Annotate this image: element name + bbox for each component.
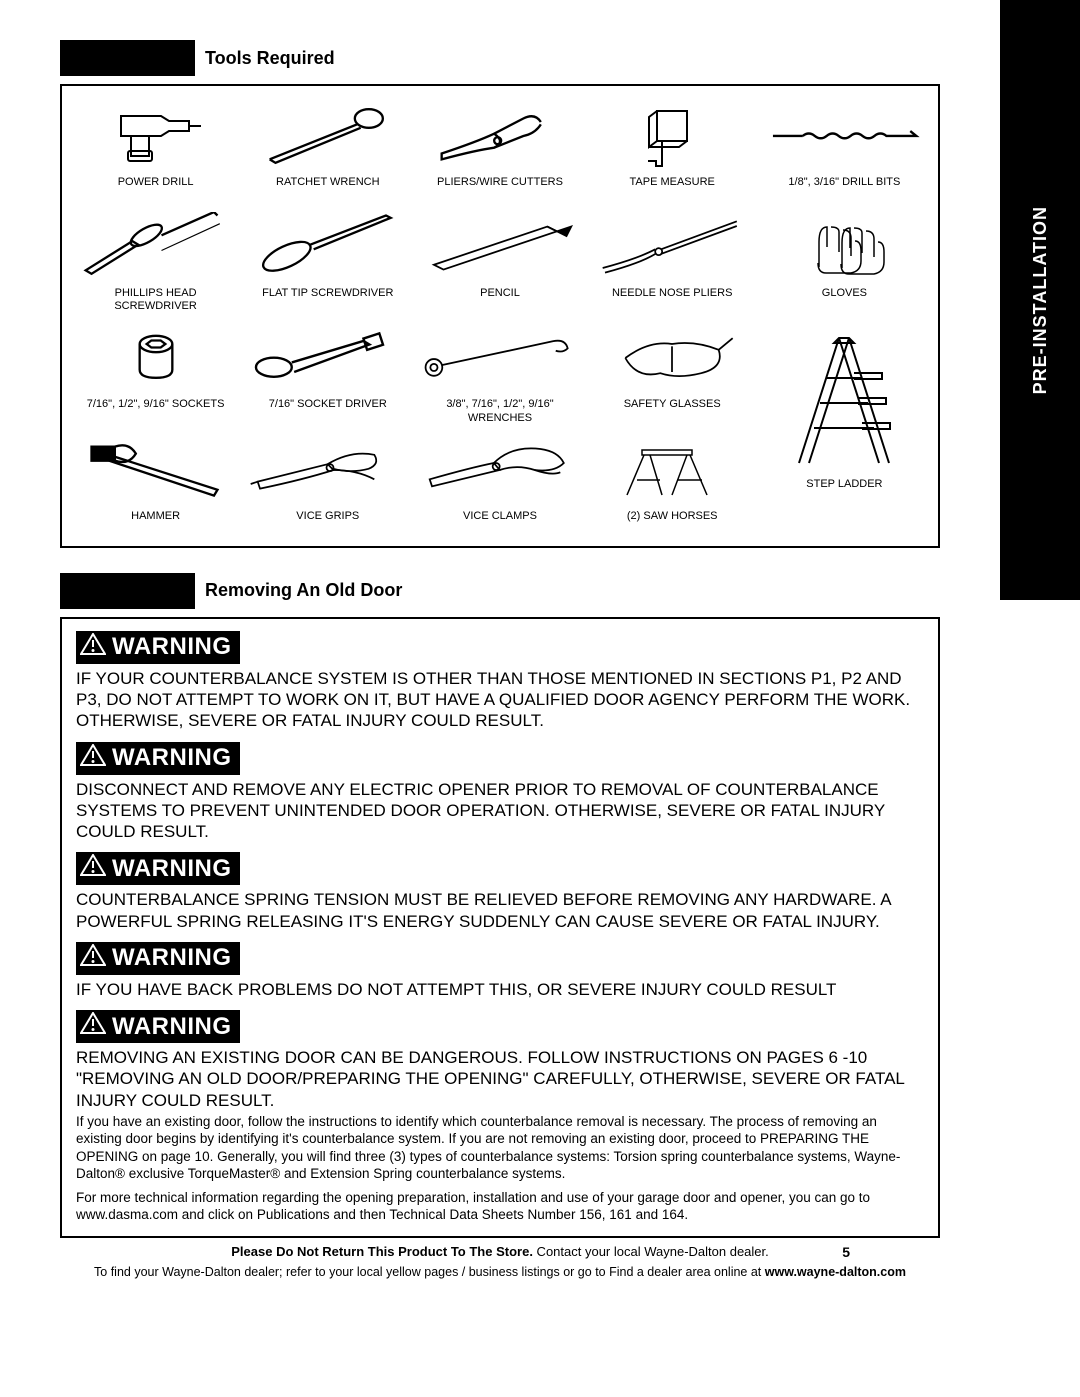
section-header-tools: Tools Required [60, 40, 940, 76]
warning-label: WARNING [76, 942, 240, 975]
sockets-icon [72, 323, 239, 393]
footer2-bold: www.wayne-dalton.com [765, 1265, 906, 1279]
phillips-icon [72, 212, 239, 282]
section-title: Removing An Old Door [205, 580, 402, 601]
side-tab: PRE-INSTALLATION [1000, 0, 1080, 600]
tool-label: 1/8", 3/16" DRILL BITS [761, 176, 928, 202]
warning-text: REMOVING AN EXISTING DOOR CAN BE DANGERO… [76, 1047, 924, 1111]
needlenose-icon [589, 212, 756, 282]
tool-power-drill: POWER DRILL [72, 101, 239, 202]
warning-text: IF YOUR COUNTERBALANCE SYSTEM IS OTHER T… [76, 668, 924, 732]
warning-text: COUNTERBALANCE SPRING TENSION MUST BE RE… [76, 889, 924, 932]
gloves-icon [761, 212, 928, 282]
page-number: 5 [842, 1244, 850, 1260]
tool-label: GLOVES [761, 287, 928, 313]
tool-label: 3/8", 7/16", 1/2", 9/16" WRENCHES [416, 398, 583, 424]
footer-rest: Contact your local Wayne-Dalton dealer. [533, 1244, 769, 1259]
wrenches-icon [416, 323, 583, 393]
footer: Please Do Not Return This Product To The… [60, 1244, 940, 1279]
warning-label: WARNING [76, 852, 240, 885]
warning-icon [80, 633, 106, 662]
tool-label: NEEDLE NOSE PLIERS [589, 287, 756, 313]
warning-section: WARNING IF YOUR COUNTERBALANCE SYSTEM IS… [60, 617, 940, 1238]
black-block [60, 573, 195, 609]
page-content: Tools Required POWER DRILL [0, 0, 1000, 1299]
hammer-icon [72, 435, 239, 505]
tool-tape: TAPE MEASURE [589, 101, 756, 202]
tool-needlenose: NEEDLE NOSE PLIERS [589, 212, 756, 313]
tool-vicegrips: VICE GRIPS [244, 435, 411, 536]
body-paragraph: For more technical information regarding… [76, 1189, 924, 1224]
tool-socketdriver: 7/16" SOCKET DRIVER [244, 323, 411, 424]
tape-measure-icon [589, 101, 756, 171]
pliers-icon [416, 101, 583, 171]
side-tab-label: PRE-INSTALLATION [1030, 206, 1051, 394]
ratchet-icon [244, 101, 411, 171]
section-header-removing: Removing An Old Door [60, 573, 940, 609]
warning-word: WARNING [112, 744, 232, 772]
section-title: Tools Required [205, 48, 335, 69]
tool-wrenches: 3/8", 7/16", 1/2", 9/16" WRENCHES [416, 323, 583, 424]
socketdriver-icon [244, 323, 411, 393]
flattip-icon [244, 212, 411, 282]
tool-pencil: PENCIL [416, 212, 583, 313]
warning-label: WARNING [76, 631, 240, 664]
tool-stepladder: STEP LADDER [761, 323, 928, 535]
tool-label: FLAT TIP SCREWDRIVER [244, 287, 411, 313]
tools-box: POWER DRILL RATCHET WRENCH [60, 84, 940, 548]
tool-label: VICE CLAMPS [416, 510, 583, 536]
warning-text: DISCONNECT AND REMOVE ANY ELECTRIC OPENE… [76, 779, 924, 843]
tool-label: PENCIL [416, 287, 583, 313]
black-block [60, 40, 195, 76]
drill-bits-icon [761, 101, 928, 171]
tool-label: RATCHET WRENCH [244, 176, 411, 202]
footer-bold: Please Do Not Return This Product To The… [231, 1244, 533, 1259]
tool-safetyglasses: SAFETY GLASSES [589, 323, 756, 424]
warning-word: WARNING [112, 633, 232, 661]
tool-viceclamps: VICE CLAMPS [416, 435, 583, 536]
sawhorses-icon [589, 435, 756, 505]
footer-line-2: To find your Wayne-Dalton dealer; refer … [60, 1265, 940, 1279]
tool-drillbits: 1/8", 3/16" DRILL BITS [761, 101, 928, 202]
tools-grid: POWER DRILL RATCHET WRENCH [72, 101, 928, 536]
warning-icon [80, 1012, 106, 1041]
tool-label: TAPE MEASURE [589, 176, 756, 202]
warning-icon [80, 744, 106, 773]
footer2-text: To find your Wayne-Dalton dealer; refer … [94, 1265, 765, 1279]
tool-label: 7/16", 1/2", 9/16" SOCKETS [72, 398, 239, 424]
tool-label: PLIERS/WIRE CUTTERS [416, 176, 583, 202]
warning-word: WARNING [112, 855, 232, 883]
tool-label: POWER DRILL [72, 176, 239, 202]
tool-label: 7/16" SOCKET DRIVER [244, 398, 411, 424]
body-paragraph: If you have an existing door, follow the… [76, 1113, 924, 1183]
warning-label: WARNING [76, 1010, 240, 1043]
tool-flattip: FLAT TIP SCREWDRIVER [244, 212, 411, 313]
tool-gloves: GLOVES [761, 212, 928, 313]
warning-text: IF YOU HAVE BACK PROBLEMS DO NOT ATTEMPT… [76, 979, 924, 1000]
warning-word: WARNING [112, 944, 232, 972]
tool-label: VICE GRIPS [244, 510, 411, 536]
warning-icon [80, 944, 106, 973]
stepladder-icon [761, 323, 928, 473]
tool-label: PHILLIPS HEAD SCREWDRIVER [72, 287, 239, 313]
tool-sockets: 7/16", 1/2", 9/16" SOCKETS [72, 323, 239, 424]
warning-icon [80, 854, 106, 883]
power-drill-icon [72, 101, 239, 171]
tool-label: HAMMER [72, 510, 239, 536]
pencil-icon [416, 212, 583, 282]
tool-label: STEP LADDER [761, 478, 928, 504]
tool-phillips: PHILLIPS HEAD SCREWDRIVER [72, 212, 239, 313]
warning-label: WARNING [76, 742, 240, 775]
vicegrips-icon [244, 435, 411, 505]
warning-word: WARNING [112, 1013, 232, 1041]
footer-line-1: Please Do Not Return This Product To The… [60, 1244, 940, 1259]
tool-label: (2) SAW HORSES [589, 510, 756, 536]
tool-label: SAFETY GLASSES [589, 398, 756, 424]
viceclamps-icon [416, 435, 583, 505]
safetyglasses-icon [589, 323, 756, 393]
tool-hammer: HAMMER [72, 435, 239, 536]
tool-pliers: PLIERS/WIRE CUTTERS [416, 101, 583, 202]
tool-ratchet: RATCHET WRENCH [244, 101, 411, 202]
tool-sawhorses: (2) SAW HORSES [589, 435, 756, 536]
